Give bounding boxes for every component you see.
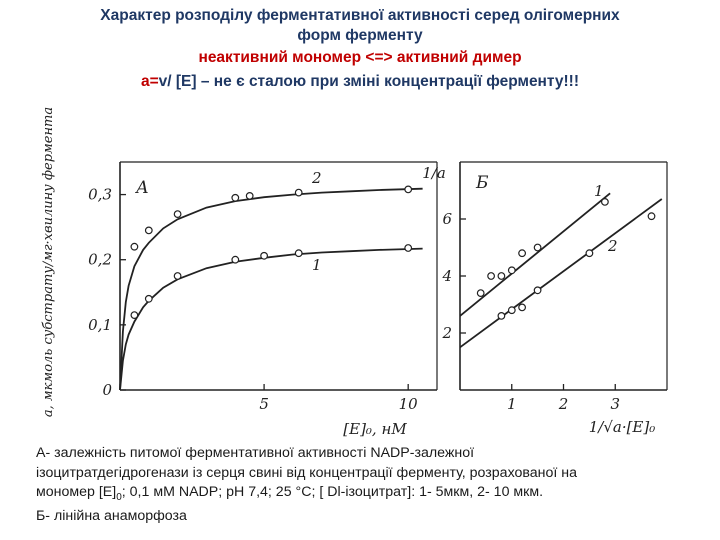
- series-1-line: [119, 247, 423, 391]
- caption-line-2: ізоцитратдегідрогенази із серця свині ві…: [36, 464, 577, 481]
- series-1-point: [497, 272, 506, 280]
- series-1-point: [130, 311, 139, 320]
- series-1-point: [260, 251, 269, 260]
- y-axis-label: a, мкмоль субстрату/мг·хвилину фермента: [41, 107, 56, 417]
- series-2-point: [404, 185, 413, 194]
- panel-label: Б: [475, 173, 489, 193]
- series-2-point: [533, 286, 542, 295]
- series-2-point: [507, 306, 516, 315]
- x-tick-label: 10: [399, 395, 419, 413]
- series-label-2: 2: [311, 169, 322, 187]
- series-1-point: [507, 266, 516, 275]
- series-1-point: [487, 272, 496, 280]
- title-formula-text: v/ [E] – не є сталою при зміні концентра…: [158, 73, 580, 90]
- caption-line-4: Б- лінійна анаморфоза: [36, 508, 187, 525]
- series-1-point: [404, 244, 413, 252]
- x-tick-label: 3: [610, 395, 620, 413]
- series-2-point: [144, 226, 153, 235]
- title-line-4: a=v/ [E] – не є сталою при зміні концент…: [0, 72, 720, 92]
- series-2-line: [119, 187, 423, 391]
- figure-caption: А- залежність питомої ферментативної акт…: [36, 444, 716, 527]
- series-1-point: [601, 197, 609, 206]
- series-1-line: [459, 192, 611, 317]
- series-2-point: [173, 210, 182, 219]
- series-1-point: [476, 289, 485, 298]
- y-axis-label: 1/a: [422, 164, 446, 182]
- chart-panel-b: 2 4 6 1 2 3 1 2 Б 1/√a·[E]₀ 1/a: [422, 161, 668, 436]
- series-label-2: 2: [607, 237, 618, 255]
- y-tick-label: 0,3: [88, 186, 112, 204]
- caption-line-3-b: ; 0,1 мM NADP; pH 7,4; 25 °C; [ Dl-ізоци…: [121, 484, 544, 500]
- panel-label: А: [135, 178, 149, 198]
- series-2-point: [245, 191, 254, 200]
- series-2-point: [231, 193, 240, 202]
- series-1-point: [144, 294, 153, 303]
- series-2-point: [518, 303, 526, 312]
- y-tick-label: 0,2: [88, 251, 112, 269]
- y-tick-label: 2: [441, 324, 452, 342]
- title-line-3: неактивний мономер <=> активний димер: [198, 49, 522, 66]
- series-1-point: [231, 255, 240, 264]
- chart-panel-a: 0 0,1 0,2 0,3 5 10 2 1 А [E]₀, нМ a, мкмоль субстр…: [41, 107, 438, 438]
- series-label-1: 1: [594, 182, 604, 200]
- x-tick-label: 5: [259, 395, 269, 413]
- y-tick-label: 6: [442, 210, 452, 228]
- title-line-2: форм ферменту: [297, 27, 423, 44]
- x-axis-label: 1/√a·[E]₀: [589, 418, 656, 436]
- y-tick-label: 0: [102, 381, 112, 399]
- series-2-point: [497, 312, 506, 320]
- series-1-point: [294, 249, 303, 258]
- y-tick-label: 0,1: [88, 316, 112, 334]
- series-1-point: [173, 272, 182, 280]
- caption-line-3: мономер [E]0; 0,1 мM NADP; pH 7,4; 25 °C…: [36, 483, 716, 507]
- series-2-point: [130, 242, 139, 251]
- caption-line-1: А- залежність питомої ферментативної акт…: [36, 445, 475, 461]
- series-label-1: 1: [312, 256, 322, 274]
- series-2-line: [459, 198, 663, 349]
- y-tick-label: 4: [441, 267, 452, 285]
- x-axis-label: [E]₀, нМ: [343, 420, 407, 438]
- caption-line-3-a: мономер [E]: [36, 484, 117, 500]
- series-2-point: [294, 188, 303, 197]
- series-1-point: [533, 243, 542, 252]
- series-2-point: [647, 212, 656, 221]
- series-2-point: [585, 249, 594, 258]
- x-tick-label: 2: [558, 395, 569, 413]
- title-line-1: Характер розподілу ферментативної активн…: [100, 7, 620, 24]
- caption-subscript: 0: [116, 491, 122, 503]
- x-tick-label: 1: [507, 395, 517, 413]
- title-formula-prefix: a=: [140, 73, 159, 90]
- series-1-point: [518, 249, 526, 258]
